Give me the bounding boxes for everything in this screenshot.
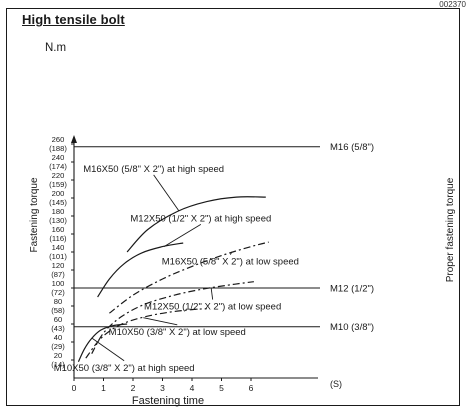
y-tick-kgf-label: (14) [51, 360, 65, 369]
leader-line [210, 287, 214, 300]
axes-layer [71, 135, 318, 379]
y-tick-label: 20 [54, 351, 62, 360]
y-tick-kgf-label: (116) [49, 234, 67, 243]
y-tick-label: 120 [52, 261, 65, 270]
series-label: M16X50 (5/8" X 2") at low speed [162, 257, 299, 268]
series-label: M16X50 (5/8" X 2") at high speed [83, 164, 224, 175]
y-tick-label: 140 [52, 243, 65, 252]
y-axis-title: Fastening torque [29, 177, 40, 252]
series-label: M12X50 (1/2" X 2") at high speed [130, 213, 271, 224]
leader-line [153, 174, 180, 211]
reference-line-label: M10 (3/8") [330, 322, 374, 333]
ticks-layer: 0 1 2 3 4 5 6260(188)240(174)220(159)200(145)1… [49, 135, 254, 393]
series-line [91, 281, 254, 355]
x-unit-label: (S) [330, 379, 342, 389]
reference-line-label: M16 (5/8") [330, 142, 374, 153]
y-tick-kgf-label: (130) [49, 216, 67, 225]
series-line [97, 242, 184, 298]
y-unit-label: N.m [45, 42, 66, 54]
leader-line [163, 224, 202, 247]
leader-line [92, 338, 125, 362]
y-tick-label: 200 [52, 189, 65, 198]
y-tick-label: 240 [52, 153, 65, 162]
x-tick-label: 2 [131, 383, 136, 393]
y-tick-kgf-label: (174) [49, 162, 67, 171]
y-tick-kgf-label: (159) [49, 180, 67, 189]
y-tick-label: 80 [54, 297, 62, 306]
y-tick-label: 100 [52, 279, 65, 288]
x-axis-title: Fastening time [132, 395, 204, 407]
y-tick-kgf-label: (101) [49, 252, 67, 261]
y-tick-kgf-label: (72) [51, 288, 65, 297]
series-label: M10X50 (3/8" X 2") at low speed [109, 327, 246, 338]
right-axis-title: Proper fastening torque [445, 177, 456, 282]
y-tick-kgf-label: (145) [49, 198, 67, 207]
x-tick-label: 0 [72, 383, 77, 393]
y-tick-label: 260 [52, 135, 65, 144]
y-tick-kgf-label: (188) [49, 144, 67, 153]
series-line [126, 196, 266, 253]
series-line [109, 241, 269, 314]
reference-line-label: M12 (1/2") [330, 284, 374, 295]
x-tick-label: 1 [101, 383, 106, 393]
x-tick-label: 5 [219, 383, 224, 393]
x-tick-label: 6 [249, 383, 254, 393]
figure-frame [6, 8, 460, 406]
series-line [85, 308, 207, 359]
y-tick-kgf-label: (87) [51, 270, 65, 279]
series-label: M10X50 (3/8" X 2") at high speed [54, 363, 195, 374]
chart-title: High tensile bolt [22, 12, 125, 27]
reference-lines-layer: M16 (5/8") M12 (1/2") M10 (3/8") [74, 142, 374, 333]
y-axis-arrow [71, 135, 77, 143]
labels-layer: M16X50 (5/8" X 2") at high speed M12X50 (… [54, 164, 299, 374]
y-tick-label: 60 [54, 315, 62, 324]
y-tick-kgf-label: (43) [51, 324, 65, 333]
x-tick-label: 4 [190, 383, 195, 393]
leader-line [143, 317, 178, 326]
series-label: M12X50 (1/2" X 2") at low speed [144, 302, 281, 313]
y-tick-kgf-label: (58) [51, 306, 65, 315]
y-tick-label: 220 [52, 171, 65, 180]
y-tick-label: 40 [54, 333, 62, 342]
document-code: 002370 [439, 0, 466, 9]
x-tick-label: 3 [160, 383, 165, 393]
y-tick-kgf-label: (29) [51, 342, 65, 351]
leader-line [229, 251, 233, 255]
y-tick-label: 160 [52, 225, 65, 234]
y-tick-label: 180 [52, 207, 65, 216]
series-line [77, 323, 128, 363]
